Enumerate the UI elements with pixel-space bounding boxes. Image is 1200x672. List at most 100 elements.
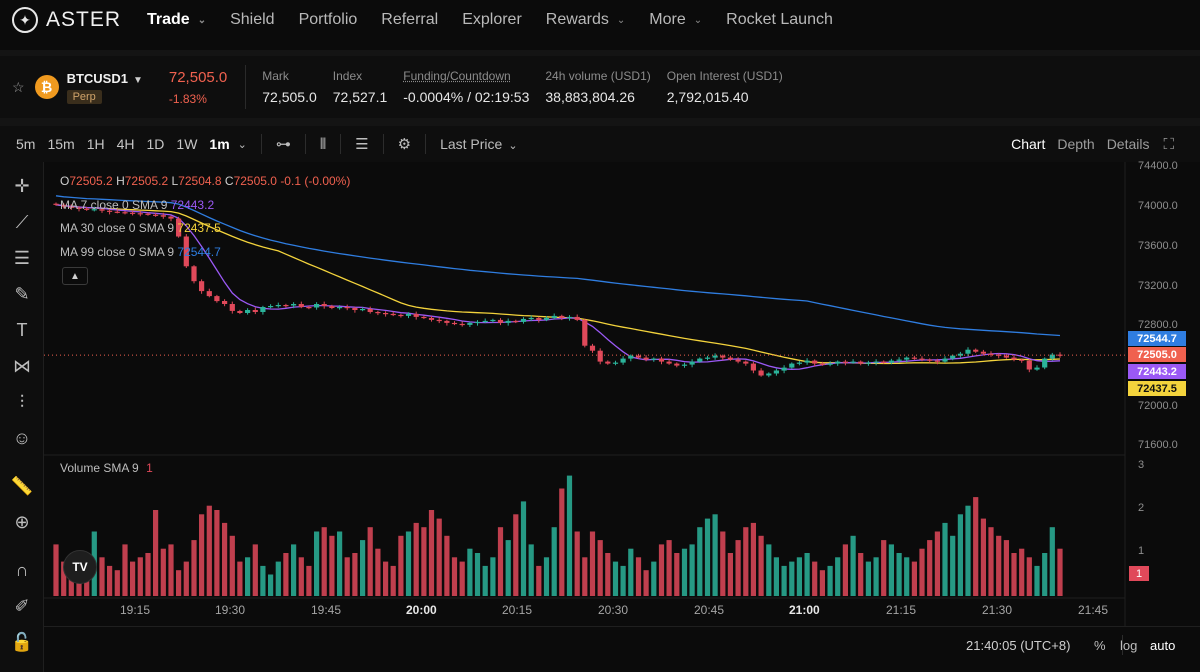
volume-bar bbox=[168, 544, 174, 596]
candle-body bbox=[835, 361, 841, 364]
emoji-icon[interactable]: ☺ bbox=[12, 428, 32, 448]
ma30-line bbox=[55, 204, 1061, 365]
zoom-in-icon[interactable]: ⊕ bbox=[14, 512, 30, 532]
candle-body bbox=[314, 304, 320, 308]
log-scale-toggle[interactable]: log bbox=[1120, 638, 1138, 653]
nav-explorer[interactable]: Explorer bbox=[462, 11, 522, 28]
candle-body bbox=[268, 306, 274, 308]
nav-trade[interactable]: Trade ⌄ bbox=[147, 11, 207, 28]
ma7-legend[interactable]: MA 7 close 0 SMA 9 72443.2 bbox=[60, 198, 215, 212]
candle-body bbox=[153, 214, 159, 216]
candle-body bbox=[122, 212, 128, 214]
nav-rocket-launch[interactable]: Rocket Launch bbox=[726, 11, 833, 28]
tab-details[interactable]: Details bbox=[1106, 136, 1150, 152]
text-tool-icon[interactable]: T bbox=[16, 320, 28, 340]
volume-bar bbox=[643, 570, 649, 596]
candle-body bbox=[881, 361, 887, 363]
timeframe-1d[interactable]: 1D bbox=[146, 136, 165, 152]
time-tick: 20:30 bbox=[598, 603, 629, 617]
tab-chart[interactable]: Chart bbox=[1011, 136, 1046, 152]
clock-timezone[interactable]: 21:40:05 (UTC+8) bbox=[966, 638, 1071, 653]
timeframe-4h[interactable]: 4H bbox=[116, 136, 135, 152]
last-price-box: 72,505.0 -1.83% bbox=[169, 65, 247, 109]
volume-bar bbox=[206, 505, 212, 596]
chevron-down-icon[interactable]: ⌄ bbox=[237, 138, 247, 151]
volume-bar bbox=[122, 544, 128, 596]
fullscreen-icon[interactable]: ⛶ bbox=[1163, 135, 1174, 153]
candle-body bbox=[306, 307, 312, 309]
horizontal-lines-icon[interactable]: ☰ bbox=[13, 248, 31, 268]
candle-body bbox=[589, 345, 596, 351]
volume-bar bbox=[520, 501, 527, 596]
lock-drawing-icon[interactable]: ✐ bbox=[14, 596, 30, 616]
ma99-legend[interactable]: MA 99 close 0 SMA 9 72544.7 bbox=[60, 245, 221, 259]
nav-shield[interactable]: Shield bbox=[230, 11, 275, 28]
indicator-settings-icon[interactable]: ⊶ bbox=[275, 136, 291, 153]
brand-logo[interactable]: ✦ ASTER bbox=[12, 7, 121, 33]
candle-body bbox=[612, 362, 619, 364]
candle-body bbox=[467, 322, 473, 325]
candle-body bbox=[520, 318, 527, 322]
measure-lines-icon[interactable]: ⫶ bbox=[19, 392, 25, 412]
candle-body bbox=[582, 319, 588, 346]
volume-bar bbox=[444, 535, 450, 596]
candle-body bbox=[750, 363, 756, 371]
nav-referral[interactable]: Referral bbox=[381, 11, 439, 28]
candle-body bbox=[229, 304, 235, 311]
gear-icon[interactable]: ⚙ bbox=[397, 136, 412, 153]
volume-bar bbox=[589, 531, 596, 596]
divider bbox=[260, 134, 262, 154]
volume-bar bbox=[835, 557, 841, 596]
nav-portfolio[interactable]: Portfolio bbox=[298, 11, 358, 28]
nav-rewards[interactable]: Rewards ⌄ bbox=[545, 11, 626, 28]
candle-type-icon[interactable]: ⫴ bbox=[319, 135, 327, 153]
timeframe-1w[interactable]: 1W bbox=[176, 136, 198, 152]
candle-body bbox=[605, 361, 611, 364]
nav-more[interactable]: More ⌄ bbox=[649, 11, 703, 28]
candle-body bbox=[497, 319, 504, 323]
timeframe-selected[interactable]: 1m bbox=[209, 136, 230, 152]
volume-bar bbox=[321, 527, 327, 596]
timeframe-15m[interactable]: 15m bbox=[47, 136, 75, 152]
tab-depth[interactable]: Depth bbox=[1057, 136, 1095, 152]
candle-body bbox=[904, 357, 910, 360]
tradingview-logo[interactable]: TV bbox=[63, 550, 97, 584]
lock-icon[interactable]: 🔓 bbox=[10, 632, 34, 652]
magnet-icon[interactable]: ∩ bbox=[15, 560, 29, 580]
percent-scale-toggle[interactable]: % bbox=[1094, 638, 1106, 653]
candle-body bbox=[950, 355, 956, 359]
auto-scale-toggle[interactable]: auto bbox=[1150, 638, 1176, 653]
ruler-icon[interactable]: 📏 bbox=[10, 476, 34, 496]
volume-bar bbox=[268, 574, 274, 596]
candle-body bbox=[789, 363, 795, 368]
pattern-tool-icon[interactable]: ⋈ bbox=[13, 356, 31, 376]
price-tick: 74000.0 bbox=[1138, 200, 1178, 212]
candle-body bbox=[528, 317, 534, 320]
trend-line-icon[interactable]: ⟋ bbox=[15, 212, 29, 232]
time-tick: 20:00 bbox=[406, 603, 437, 617]
volume-bar bbox=[482, 565, 488, 596]
time-tick: 21:15 bbox=[886, 603, 917, 617]
brush-icon[interactable]: ✎ bbox=[14, 284, 30, 304]
collapse-legend-button[interactable]: ▲ bbox=[62, 267, 88, 285]
timeframe-5m[interactable]: 5m bbox=[16, 136, 36, 152]
star-icon[interactable]: ☆ bbox=[12, 78, 25, 95]
indicators-icon[interactable]: ☰ bbox=[355, 136, 369, 153]
candle-body bbox=[1011, 357, 1017, 360]
price-type-select[interactable]: Last Price ⌄ bbox=[440, 136, 518, 152]
volume-bar bbox=[904, 557, 910, 596]
volume-bar bbox=[490, 557, 496, 596]
candle-body bbox=[758, 370, 764, 376]
volume-tick: 3 bbox=[1138, 459, 1145, 471]
timeframe-1h[interactable]: 1H bbox=[86, 136, 105, 152]
symbol-selector[interactable]: BTCUSD1 ▼ Perp bbox=[66, 71, 143, 104]
volume-bar bbox=[750, 522, 756, 596]
candle-body bbox=[720, 355, 726, 358]
ma30-legend[interactable]: MA 30 close 0 SMA 9 72437.5 bbox=[60, 221, 221, 235]
volume-bar bbox=[107, 565, 113, 596]
crosshair-icon[interactable]: ✛ bbox=[14, 176, 30, 196]
volume-bar bbox=[651, 561, 657, 596]
volume-bar bbox=[827, 565, 833, 596]
volume-bar bbox=[298, 557, 304, 596]
